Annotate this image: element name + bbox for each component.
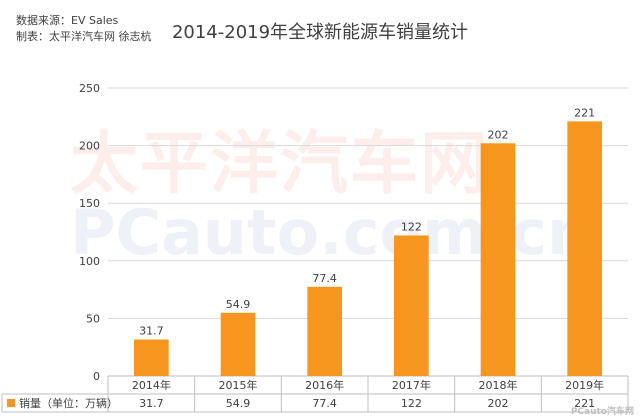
y-tick-label: 100 — [79, 255, 100, 268]
chart-title: 2014-2019年全球新能源车销量统计 — [171, 22, 469, 43]
x-tick-label: 2016年 — [305, 378, 344, 392]
y-tick-label: 50 — [86, 312, 100, 325]
y-tick-label: 0 — [93, 370, 100, 383]
bar — [220, 312, 256, 376]
data-label: 77.4 — [312, 272, 337, 285]
table-value: 202 — [488, 397, 509, 410]
table-value: 221 — [574, 397, 595, 410]
table-value: 77.4 — [312, 397, 337, 410]
legend-label: 销量（单位：万辆） — [19, 396, 118, 410]
data-label: 122 — [401, 220, 422, 233]
y-tick-label: 250 — [79, 82, 100, 95]
bar — [480, 143, 516, 376]
author-line: 制表：太平洋汽车网 徐志杭 — [16, 30, 152, 43]
table-value: 31.7 — [139, 397, 164, 410]
x-tick-label: 2019年 — [565, 378, 604, 392]
bar — [307, 286, 342, 376]
source-line: 数据来源：EV Sales — [16, 14, 119, 27]
table-value: 54.9 — [226, 397, 251, 410]
data-label: 202 — [488, 128, 509, 141]
y-tick-label: 200 — [79, 140, 100, 153]
y-tick-label: 150 — [79, 197, 100, 210]
table-value: 122 — [401, 397, 422, 410]
legend-swatch — [7, 399, 15, 407]
bar — [567, 121, 602, 377]
x-tick-label: 2014年 — [132, 378, 171, 392]
data-label: 54.9 — [226, 298, 251, 311]
data-label: 221 — [574, 106, 595, 119]
data-label: 31.7 — [139, 324, 164, 337]
bar — [134, 339, 169, 376]
x-tick-label: 2017年 — [392, 378, 431, 392]
x-tick-label: 2015年 — [219, 378, 258, 392]
x-tick-label: 2018年 — [479, 378, 518, 392]
bar — [394, 235, 429, 376]
